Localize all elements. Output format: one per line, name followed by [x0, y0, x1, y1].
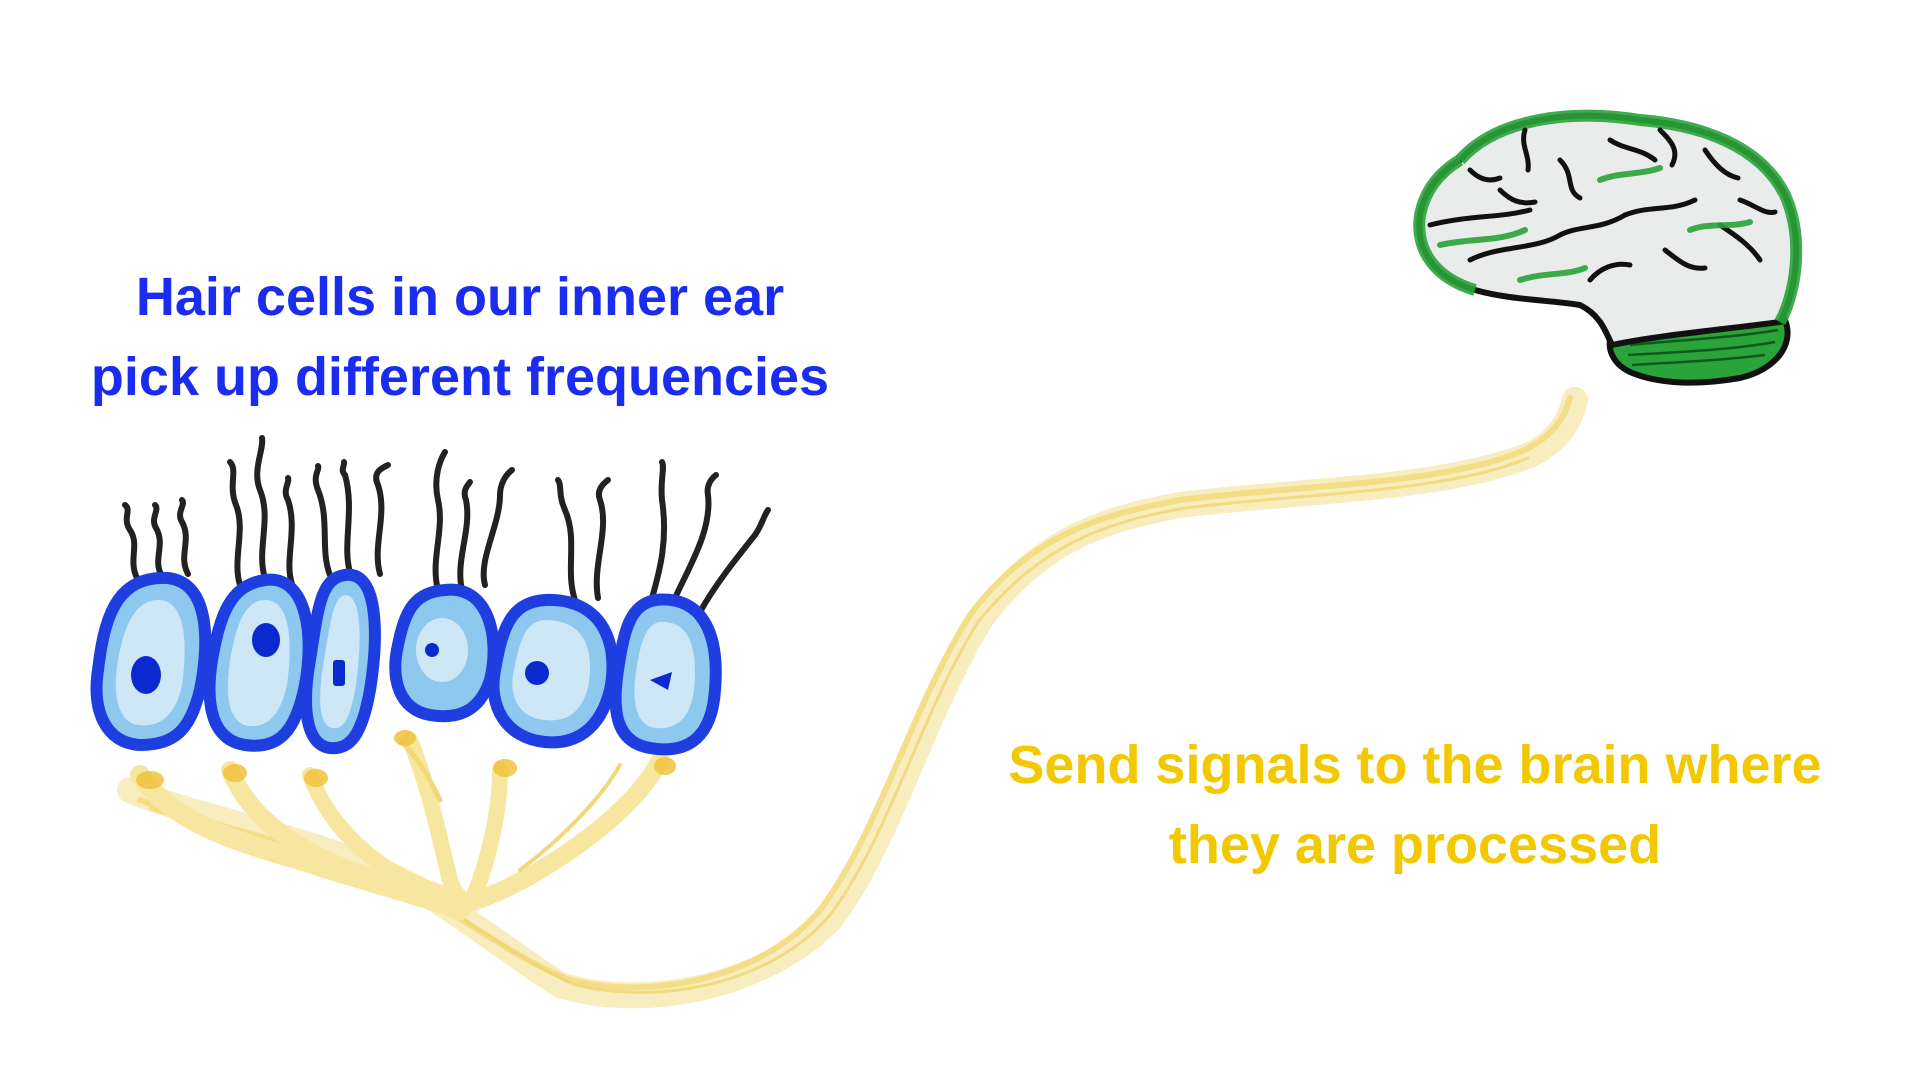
nerve-fiber-icon: [117, 387, 1588, 1009]
hair-cell-icon: [389, 449, 515, 723]
hair-cell-icon: [300, 459, 391, 755]
hair-cells-group: [90, 435, 771, 756]
signals-caption: Send signals to the brain where they are…: [950, 725, 1880, 885]
hair-cells-caption-line2: pick up different frequencies: [90, 347, 830, 407]
hair-cell-icon: [609, 459, 771, 756]
hair-cells-caption-line1: Hair cells in our inner ear: [135, 267, 785, 327]
signals-caption-line2: they are processed: [1168, 815, 1662, 875]
signals-caption-line1: Send signals to the brain where: [1008, 735, 1822, 795]
hair-cells-caption: Hair cells in our inner ear pick up diff…: [40, 257, 880, 417]
hair-cell-icon: [203, 435, 315, 752]
brain-icon: [1413, 109, 1803, 386]
hair-cell-icon: [90, 497, 212, 752]
hair-cell-icon: [487, 477, 619, 749]
